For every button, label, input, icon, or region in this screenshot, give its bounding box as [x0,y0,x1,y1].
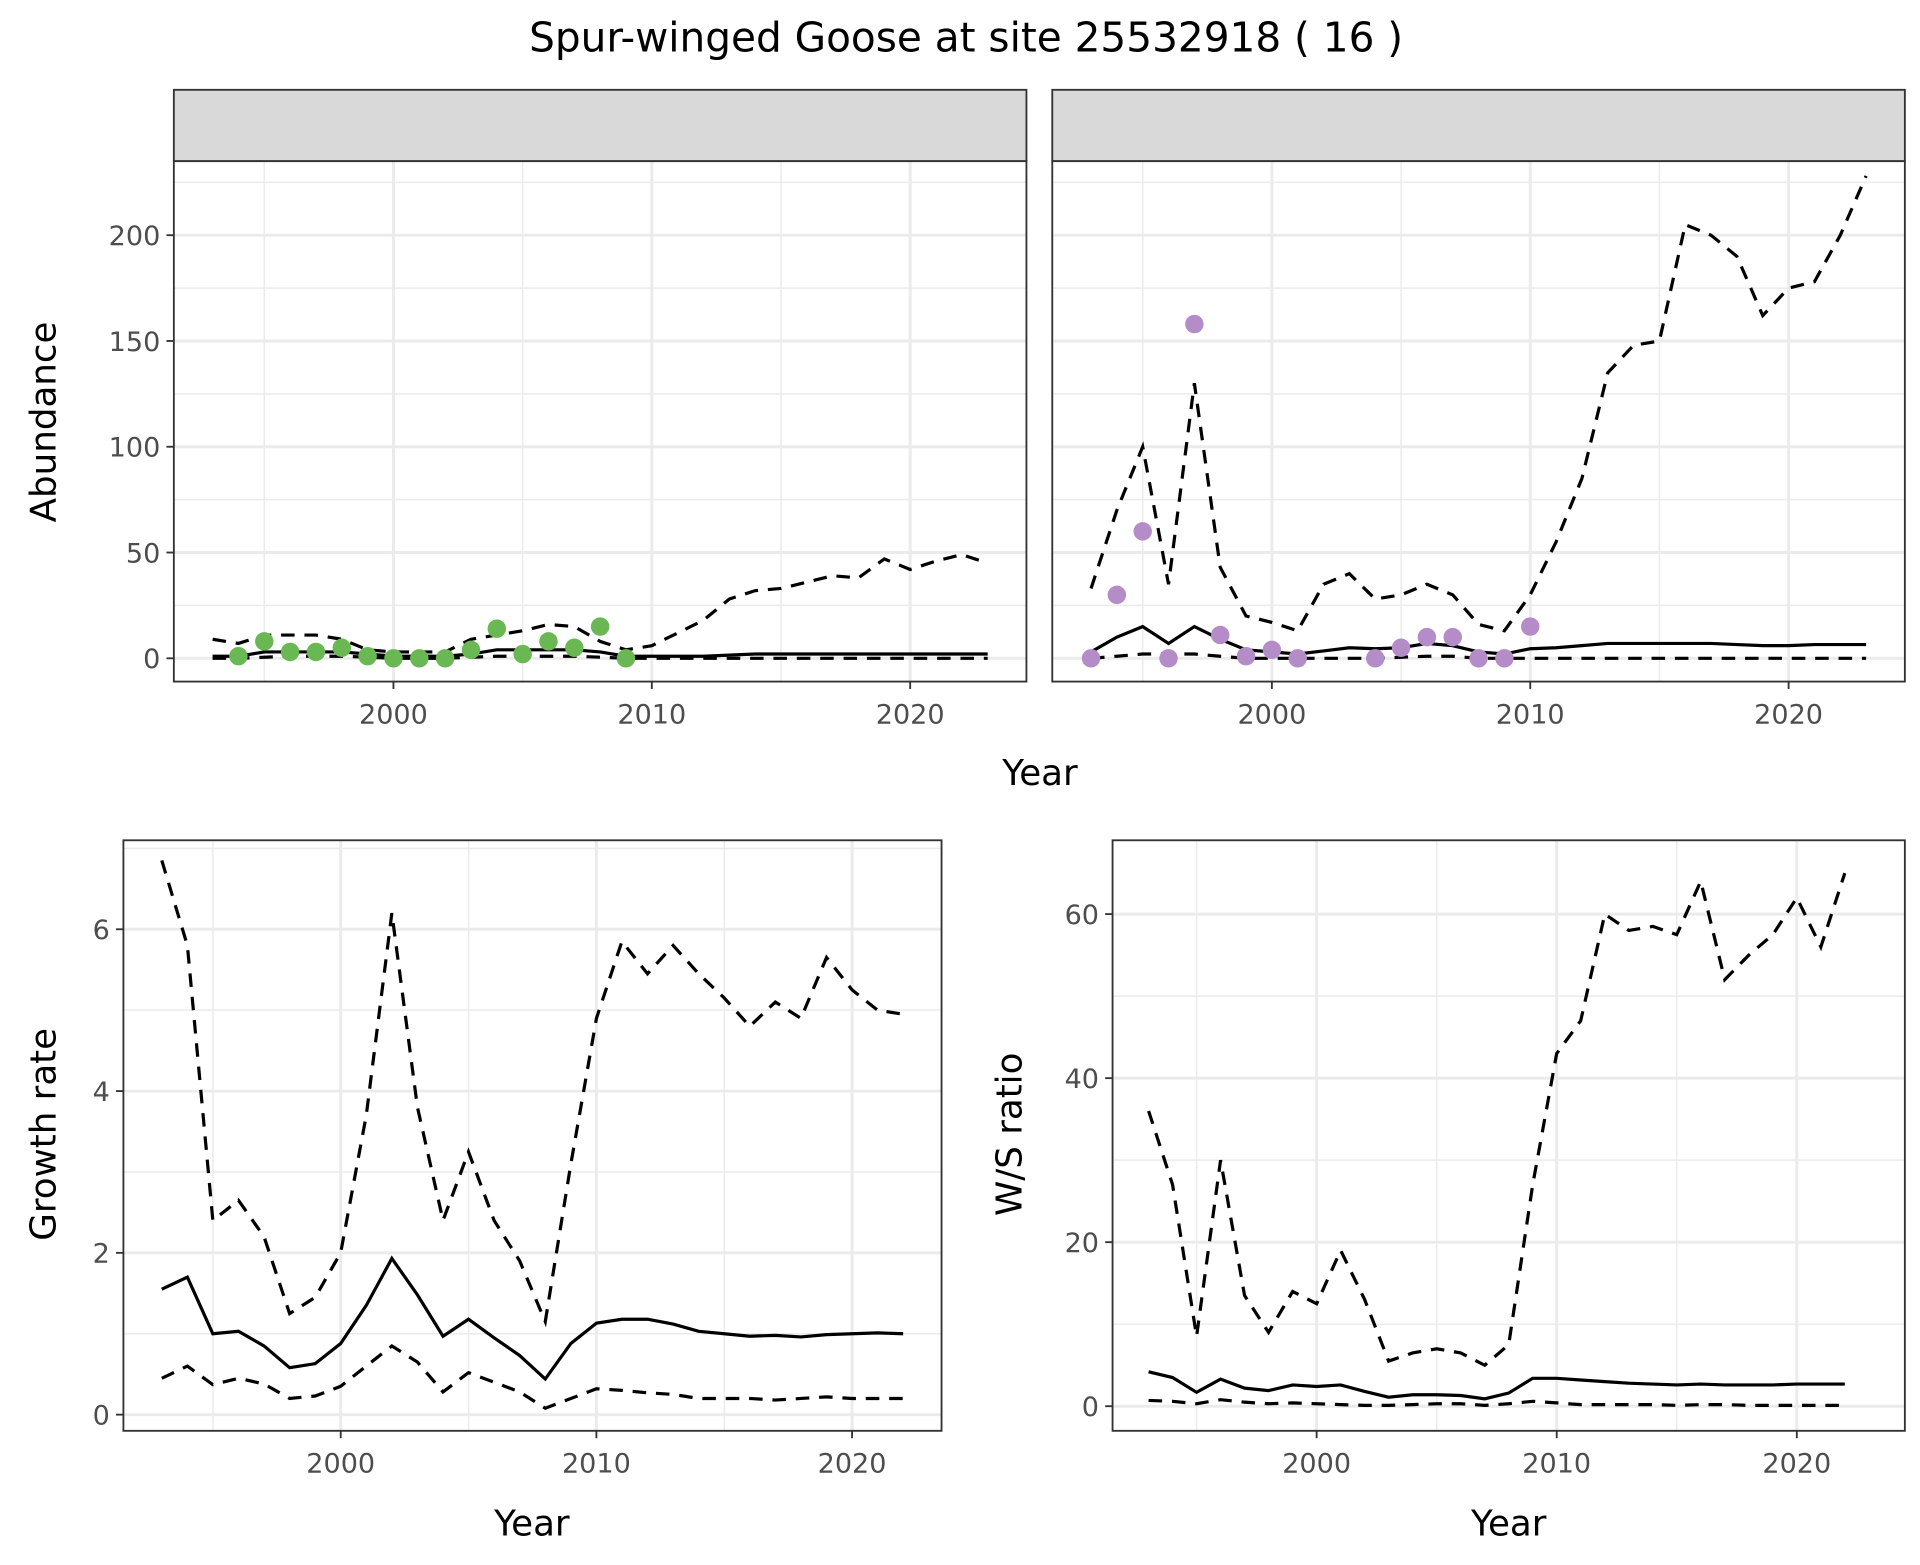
data-point [1185,314,1204,334]
panel-border [122,839,943,1432]
x-tick-label: 2000 [1237,699,1306,730]
data-point [1081,649,1101,668]
y-tick-label: 4 [93,1077,110,1108]
y-axis-label-abundance: Abundance [24,322,65,523]
y-tick-label: 60 [1065,900,1099,931]
data-point [1262,640,1282,660]
y-tick-label: 6 [93,915,110,946]
mean-line [1148,1370,1845,1401]
data-point [435,649,455,668]
data-point [280,642,300,662]
data-point [384,649,403,668]
data-point [1236,646,1256,666]
panel-2: 2000 2010 2020 0 2 4 6 [93,839,943,1480]
y-tick-label: 0 [143,644,160,675]
plot-background [1112,840,1905,1431]
x-tick-label: 2000 [359,699,428,730]
lower-bound-line [1090,652,1867,660]
data-point [1159,649,1178,668]
upper-bound-line [212,552,989,654]
data-point [539,632,558,651]
panel-border [172,160,1028,683]
x-tick-label: 2010 [562,1449,631,1480]
data-point [358,646,377,666]
data-point [1469,649,1488,668]
y-axis-label-growth: Growth rate [24,1028,65,1241]
panel-border [1111,839,1906,1432]
data-point [565,638,584,657]
y-axis-label-ws: W/S ratio [990,1053,1031,1216]
plot-background [173,161,1027,682]
data-point [1288,649,1307,668]
y-tick-label: 0 [93,1400,110,1431]
data-point [1107,585,1127,605]
panel-1: 2000 2010 2020 [1051,88,1906,730]
lower-bound-line [161,1343,904,1410]
y-tick-label: 0 [1082,1392,1099,1423]
data-point [487,619,507,638]
facet-strip [1051,88,1906,163]
x-tick-label: 2020 [876,699,945,730]
data-point [461,640,481,660]
upper-bound-line [1147,872,1847,1368]
y-tick-label: 150 [109,327,161,358]
data-point [1521,617,1540,636]
x-axis-label-growth: Year [493,1503,570,1544]
x-tick-label: 2020 [1754,699,1823,730]
data-point [255,632,274,651]
panel-3: 2000 2010 2020 0 20 40 60 [1065,839,1906,1480]
y-tick-label: 100 [109,433,161,464]
data-point [332,638,352,657]
y-tick-label: 50 [126,538,160,569]
y-tick-label: 200 [109,221,161,252]
data-point [1210,625,1230,645]
upper-bound-line [1089,175,1868,633]
facet-strip [172,88,1028,163]
x-axis-label-ws: Year [1470,1503,1547,1544]
upper-bound-line [160,859,904,1328]
x-tick-label: 2000 [306,1449,375,1480]
x-tick-label: 2010 [1522,1449,1591,1480]
data-point [306,642,326,662]
x-tick-label: 2020 [818,1449,887,1480]
data-point [1495,649,1514,668]
data-point [410,649,429,668]
data-point [1365,649,1385,668]
data-point [1443,627,1462,647]
x-tick-label: 2010 [1496,699,1565,730]
panel-0: 2000 2010 2020 0 50 100 150 200 [109,88,1028,730]
y-tick-label: 40 [1065,1064,1099,1095]
plot-background [1052,161,1905,682]
data-point [1133,522,1152,541]
plot-background [123,840,942,1431]
y-tick-label: 2 [93,1239,110,1270]
panel-border [1051,160,1906,683]
x-tick-label: 2000 [1282,1449,1351,1480]
data-point [1417,627,1437,647]
chart-title: Spur-winged Goose at site 25532918 ( 16 … [529,14,1403,62]
data-point [590,617,610,636]
data-point [1391,638,1411,657]
x-tick-label: 2020 [1762,1449,1831,1480]
data-point [616,649,636,668]
data-point [513,644,532,664]
mean-line [161,1255,904,1382]
data-point [229,646,248,666]
y-tick-label: 20 [1065,1228,1099,1259]
x-axis-label-abundance: Year [1001,753,1078,794]
x-tick-label: 2010 [617,699,686,730]
